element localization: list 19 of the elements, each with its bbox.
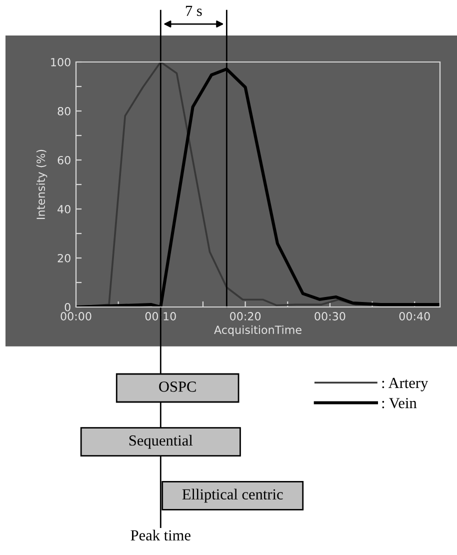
y-tick-label: 80: [58, 106, 70, 116]
y-tick-label: 100: [51, 58, 70, 66]
x-tick-label: 00:00: [60, 312, 92, 320]
y-tick-label: 60: [58, 156, 70, 164]
y-tick-label: 0: [64, 302, 70, 312]
category-label: Sequential: [129, 434, 193, 449]
legend-label: : Artery: [382, 378, 428, 392]
ref-line-label: Peak time: [130, 530, 190, 540]
x-tick-label: 00:30: [314, 312, 346, 320]
y-tick-label: 20: [58, 254, 70, 262]
x-tick-label: 00:20: [230, 312, 261, 320]
category-label: Elliptical centric: [182, 488, 283, 503]
category-label: OSPC: [159, 382, 196, 392]
y-axis-title: Intensity (%): [36, 150, 48, 219]
x-axis-title: AcquisitionTime: [214, 325, 302, 336]
x-tick-label: 00:40: [399, 312, 430, 320]
y-tick-label: 40: [58, 204, 70, 214]
legend-label: : Vein: [382, 398, 417, 408]
text: 7 s: [186, 6, 202, 16]
